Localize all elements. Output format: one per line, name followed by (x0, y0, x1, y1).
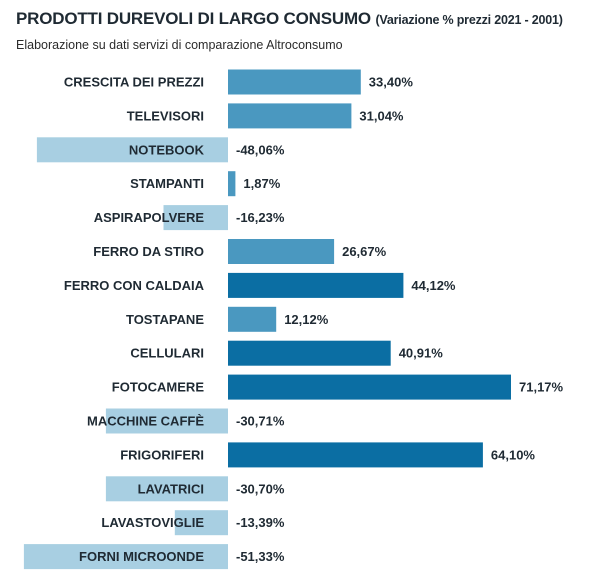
value-label: 26,67% (342, 244, 387, 259)
category-label: LAVATRICI (138, 481, 204, 496)
category-label: CRESCITA DEI PREZZI (64, 75, 204, 90)
category-label: TOSTAPANE (126, 312, 204, 327)
value-label: -16,23% (236, 210, 285, 225)
bar (228, 239, 335, 264)
bar (228, 103, 352, 129)
category-label: NOTEBOOK (129, 142, 205, 157)
chart-title: PRODOTTI DUREVOLI DI LARGO CONSUMO (Vari… (16, 9, 563, 29)
category-label: TELEVISORI (127, 108, 204, 123)
bar (228, 374, 511, 400)
category-label: ASPIRAPOLVERE (94, 210, 205, 225)
chart-subtitle: Elaborazione su dati servizi di comparaz… (16, 38, 343, 52)
bar (228, 340, 391, 366)
bar (228, 69, 361, 95)
bar (23, 544, 229, 570)
category-label: FORNI MICROONDE (79, 549, 204, 564)
chart-title-note: (Variazione % prezzi 2021 - 2001) (375, 13, 563, 27)
value-label: -48,06% (236, 142, 285, 157)
value-label: 40,91% (399, 346, 444, 361)
value-label: -30,71% (236, 414, 285, 429)
bar (105, 476, 228, 502)
category-label: FRIGORIFERI (120, 447, 204, 462)
value-label: 44,12% (411, 278, 456, 293)
bar (228, 272, 404, 298)
value-label: 31,04% (359, 108, 404, 123)
bar (228, 306, 277, 332)
category-label: STAMPANTI (130, 176, 204, 191)
category-label: FOTOCAMERE (112, 380, 205, 395)
value-label: -30,70% (236, 481, 285, 496)
category-label: LAVASTOVIGLIE (101, 515, 204, 530)
category-label: MACCHINE CAFFÈ (87, 414, 204, 429)
value-label: 12,12% (284, 312, 329, 327)
value-label: 1,87% (243, 176, 280, 191)
value-label: -51,33% (236, 549, 285, 564)
bar (228, 442, 483, 468)
value-label: 71,17% (519, 380, 564, 395)
value-label: -13,39% (236, 515, 285, 530)
bar (174, 510, 228, 536)
bar (36, 137, 229, 163)
category-label: FERRO DA STIRO (93, 244, 204, 259)
value-label: 64,10% (491, 447, 536, 462)
category-label: FERRO CON CALDAIA (64, 278, 205, 293)
bar (105, 408, 228, 434)
bar (228, 171, 236, 197)
chart-title-main: PRODOTTI DUREVOLI DI LARGO CONSUMO (16, 9, 371, 28)
category-label: CELLULARI (130, 346, 204, 361)
value-label: 33,40% (369, 75, 414, 90)
bar (163, 205, 228, 231)
